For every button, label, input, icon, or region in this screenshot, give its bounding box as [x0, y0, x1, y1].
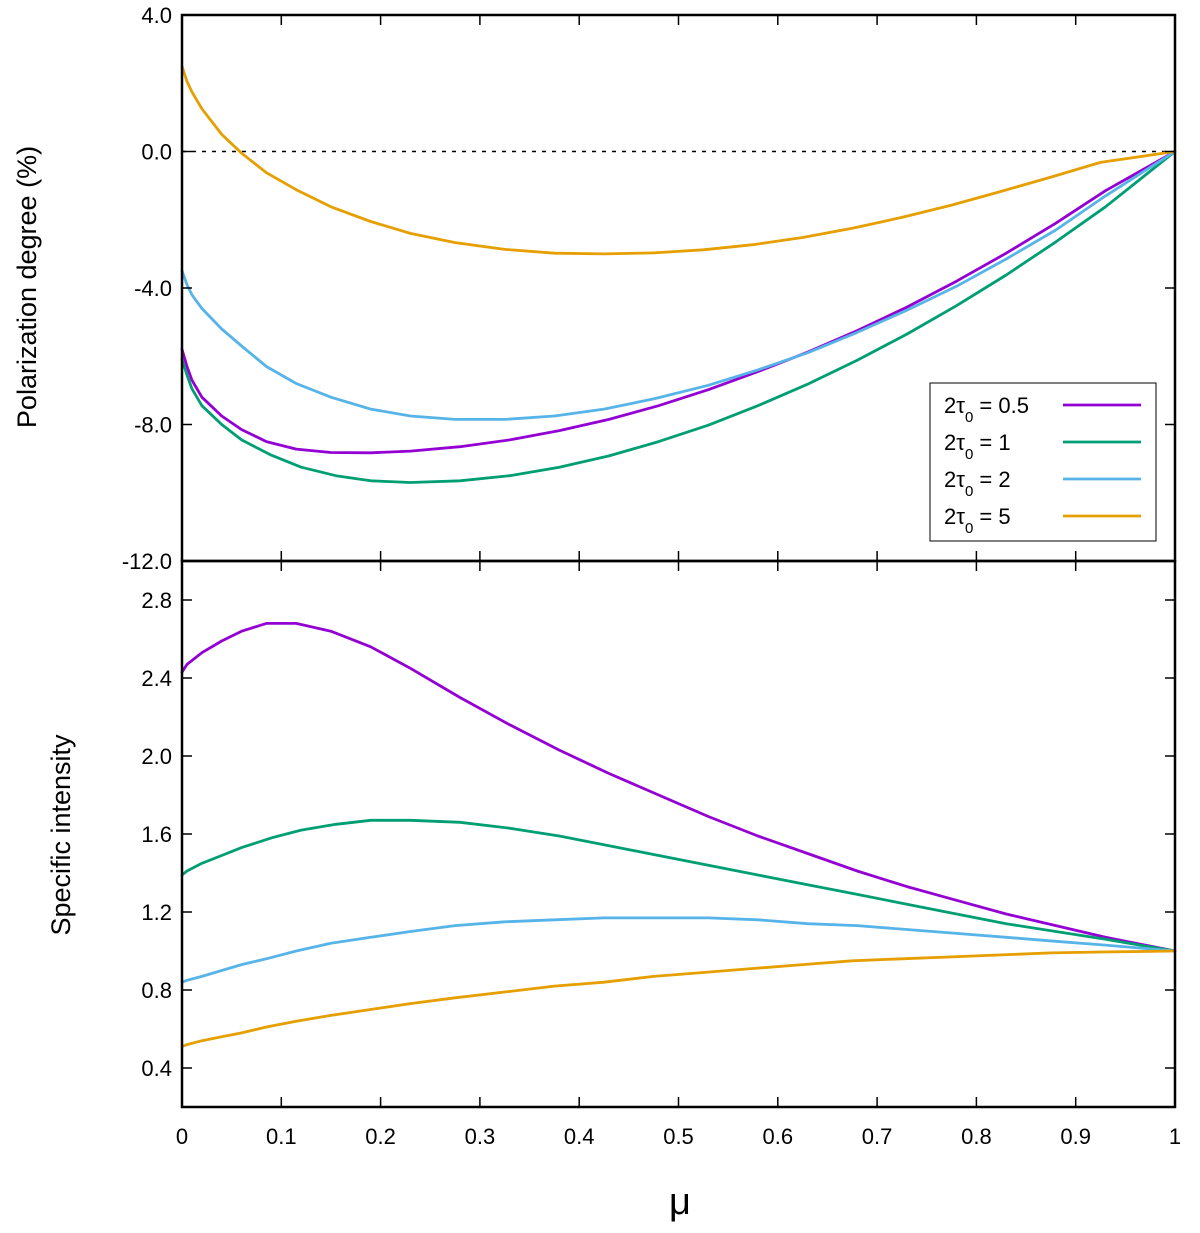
intensity-series-line-3 — [180, 949, 1177, 1048]
polarization-y-axis-title: Polarization degree (%) — [12, 146, 42, 428]
polarization-series-group — [180, 64, 1177, 484]
legend-label-0: 2τ0 = 0.5 — [944, 393, 1029, 426]
x-tick-label: 0.1 — [266, 1124, 297, 1149]
intensity-y-tick-label: 1.6 — [141, 822, 172, 847]
polarization-y-tick-label: -4.0 — [134, 276, 172, 301]
intensity-y-tick-label: 2.4 — [141, 666, 172, 691]
x-tick-label: 0 — [176, 1124, 188, 1149]
legend: 2τ0 = 0.5 2τ0 = 1 2τ0 = 2 2τ0 = 5 — [929, 382, 1157, 542]
polarization-y-tick-label: -8.0 — [134, 413, 172, 438]
polarization-y-tick-label: 0.0 — [141, 140, 172, 165]
x-tick-label: 0.8 — [961, 1124, 992, 1149]
intensity-series-line-0 — [180, 622, 1177, 953]
legend-label-3: 2τ0 = 5 — [944, 504, 1011, 537]
intensity-panel: 0.4 0.8 1.2 1.6 2.0 2.4 2.8 0 0.1 0.2 0.3 0.4 0.5 0.6… — [46, 561, 1181, 1223]
polarization-ticks: 4.0 0.0 -4.0 -8.0 -12.0 — [122, 3, 1176, 574]
intensity-plot-frame — [180, 559, 1177, 1109]
intensity-y-tick-label: 1.2 — [141, 900, 172, 925]
x-tick-label: 0.5 — [663, 1124, 694, 1149]
x-axis-title: μ — [669, 1181, 691, 1223]
intensity-series-line-2 — [180, 916, 1177, 984]
intensity-series-line-1 — [180, 818, 1177, 953]
polarization-series-line-2 — [180, 150, 1177, 421]
legend-label-2: 2τ0 = 2 — [944, 467, 1011, 500]
intensity-y-tick-label: 0.4 — [141, 1056, 172, 1081]
intensity-series-group — [180, 622, 1177, 1048]
intensity-y-tick-label: 2.0 — [141, 744, 172, 769]
polarization-y-tick-label: -12.0 — [122, 549, 172, 574]
intensity-y-axis-title: Specific intensity — [46, 734, 76, 936]
polarization-y-tick-label: 4.0 — [141, 3, 172, 28]
x-tick-label: 0.6 — [763, 1124, 794, 1149]
x-tick-label: 0.9 — [1060, 1124, 1091, 1149]
legend-label-1: 2τ0 = 1 — [944, 430, 1011, 463]
x-tick-label: 0.2 — [365, 1124, 396, 1149]
polarization-panel: 4.0 0.0 -4.0 -8.0 -12.0 Polarization degree … — [12, 3, 1177, 574]
polarization-series-line-1 — [180, 150, 1177, 484]
x-tick-label: 1 — [1169, 1124, 1181, 1149]
polarization-series-line-0 — [180, 150, 1177, 455]
x-tick-label: 0.4 — [564, 1124, 595, 1149]
polarization-series-line-3 — [180, 64, 1177, 256]
intensity-ticks: 0.4 0.8 1.2 1.6 2.0 2.4 2.8 0 0.1 0.2 0.3 0.4 0.5 0.6… — [141, 561, 1181, 1149]
intensity-y-tick-label: 0.8 — [141, 978, 172, 1003]
intensity-y-tick-label: 2.8 — [141, 588, 172, 613]
x-tick-label: 0.3 — [465, 1124, 496, 1149]
x-tick-label: 0.7 — [862, 1124, 893, 1149]
